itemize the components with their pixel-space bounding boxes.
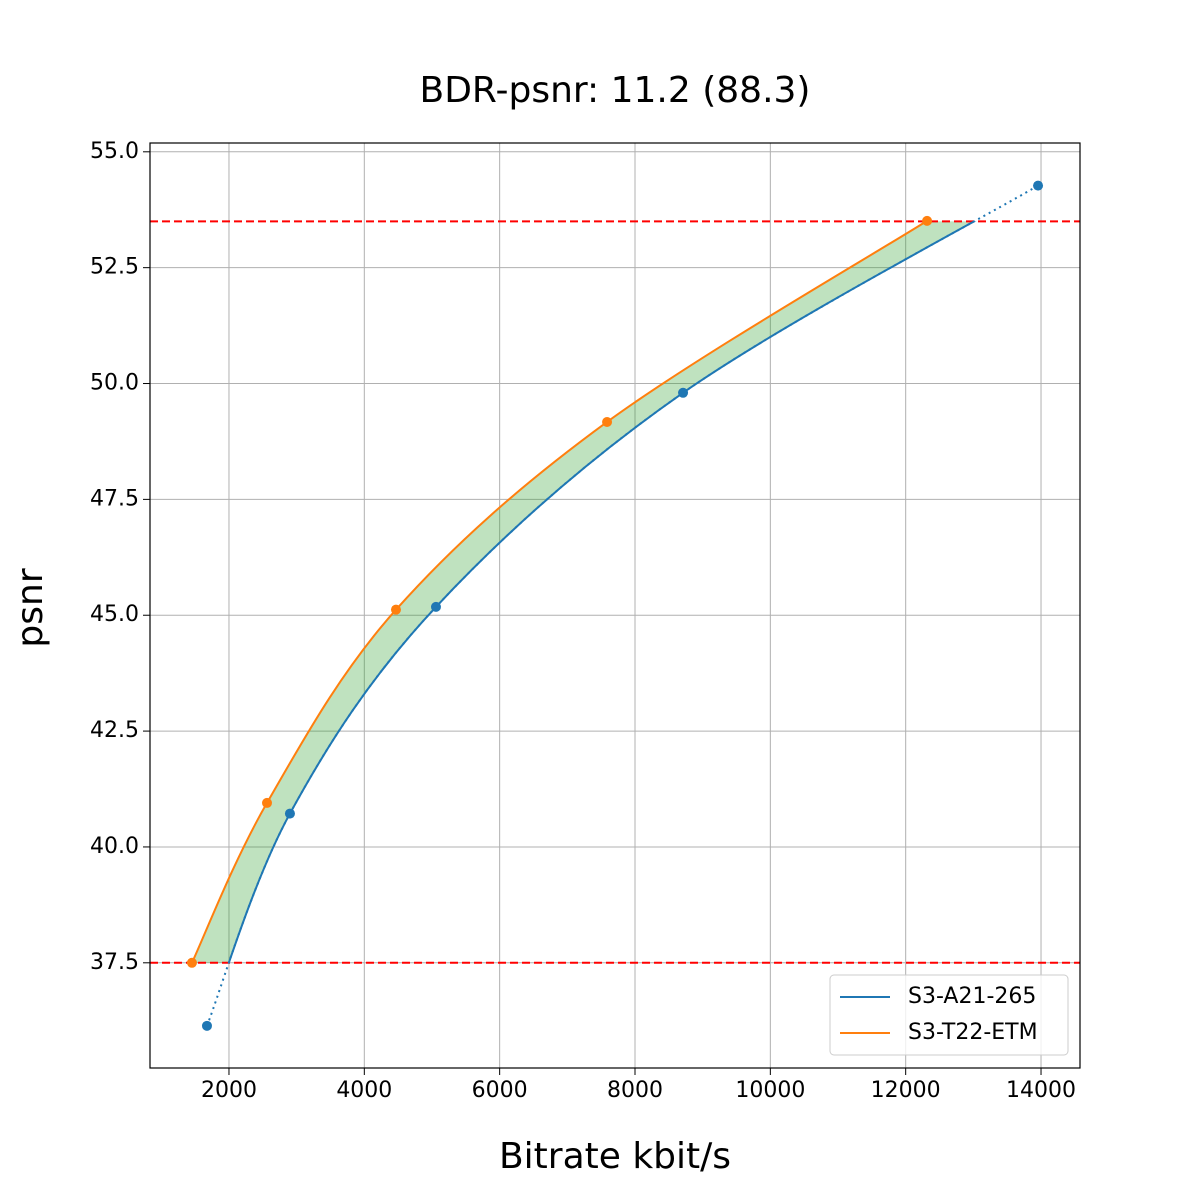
x-axis-label: Bitrate kbit/s (499, 1136, 731, 1177)
plot-frame (149, 142, 1081, 1069)
point (262, 797, 273, 808)
y-tick-label: 40.0 (90, 834, 139, 859)
x-tick-label: 12000 (871, 1078, 941, 1103)
x-tick-label: 4000 (336, 1078, 392, 1103)
point (602, 416, 613, 427)
line-group (227, 221, 977, 963)
legend-label: S3-T22-ETM (908, 1020, 1038, 1045)
y-tick-label: 45.0 (90, 602, 139, 627)
x-tick-label: 8000 (607, 1078, 663, 1103)
bd-area (191, 221, 975, 963)
x-tick-label: 2000 (201, 1078, 257, 1103)
legend-box (829, 974, 1069, 1056)
fill-group (191, 221, 975, 963)
x-tick-label: 14000 (1006, 1078, 1076, 1103)
point (1033, 180, 1044, 191)
point (201, 1020, 212, 1031)
chart-title: BDR-psnr: 11.2 (88.3) (420, 70, 811, 111)
y-tick-label: 52.5 (90, 255, 139, 280)
x-tick-label: 6000 (472, 1078, 528, 1103)
point (678, 387, 689, 398)
line (227, 221, 977, 963)
line-extension (206, 184, 1039, 1027)
y-tick-label: 55.0 (90, 139, 139, 164)
y-tick-label: 42.5 (90, 718, 139, 743)
legend-label: S3-A21-265 (908, 984, 1036, 1009)
x-tick-label: 10000 (735, 1078, 805, 1103)
point (284, 808, 295, 819)
point (390, 604, 401, 615)
point (922, 215, 933, 226)
y-axis-label: psnr (10, 568, 51, 647)
point (430, 601, 441, 612)
line (191, 220, 928, 964)
y-tick-label: 37.5 (90, 950, 139, 975)
y-tick-label: 47.5 (90, 486, 139, 511)
point (186, 957, 197, 968)
y-tick-label: 50.0 (90, 371, 139, 396)
